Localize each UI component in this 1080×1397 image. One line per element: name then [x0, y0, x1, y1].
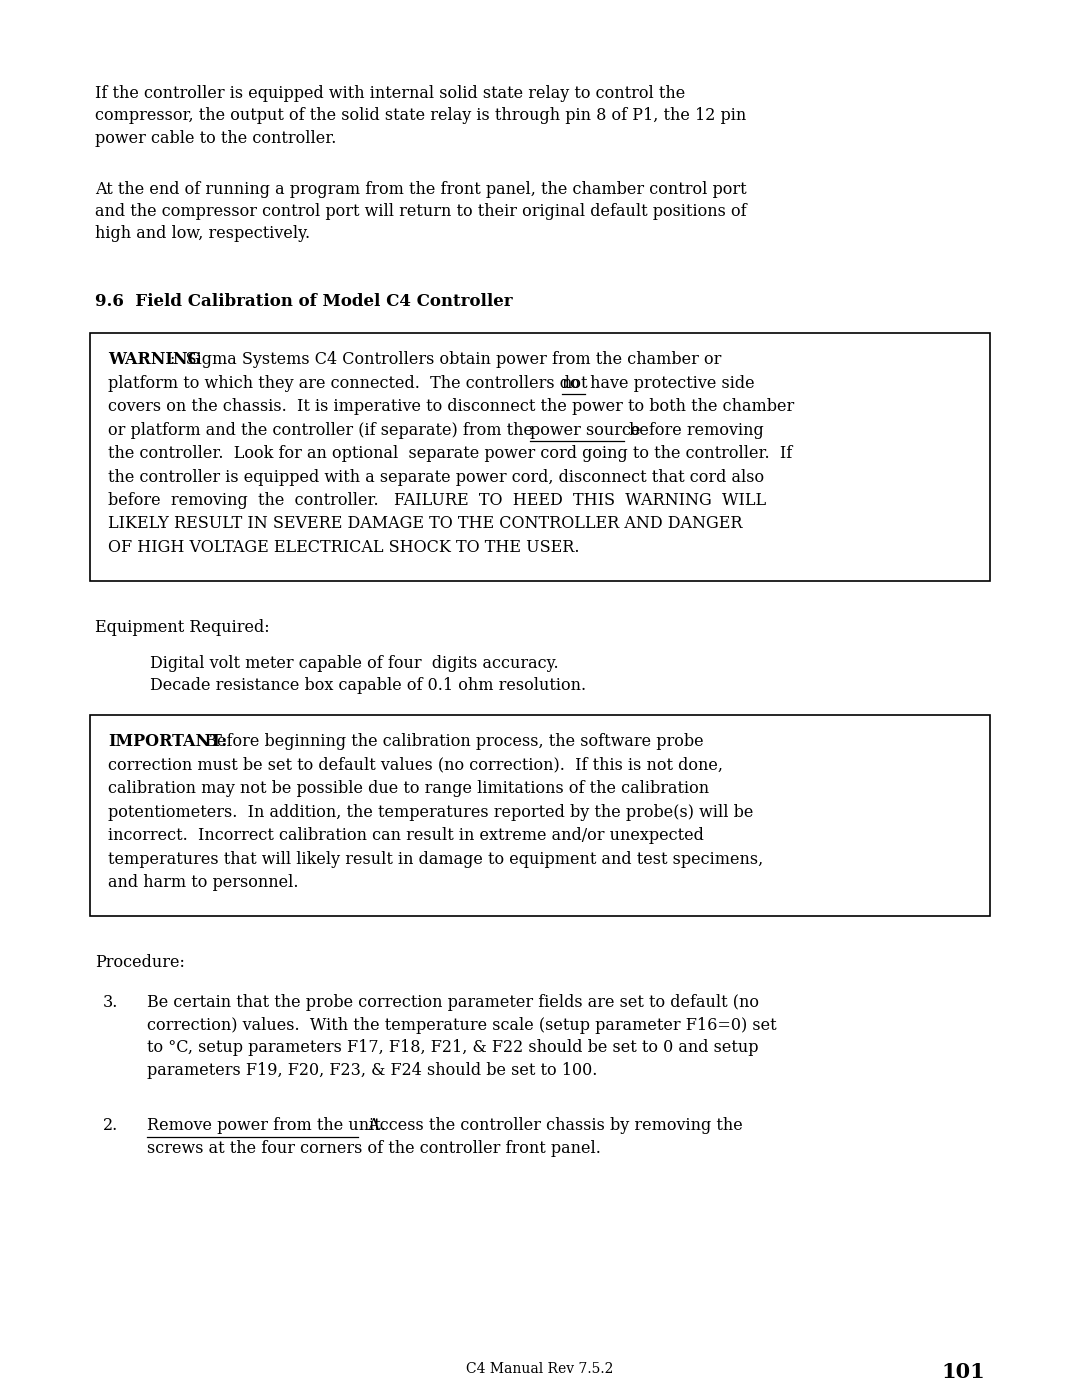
Text: 2.: 2.: [103, 1118, 118, 1134]
Text: and harm to personnel.: and harm to personnel.: [108, 875, 298, 891]
Text: compressor, the output of the solid state relay is through pin 8 of P1, the 12 p: compressor, the output of the solid stat…: [95, 108, 746, 124]
Text: 9.6  Field Calibration of Model C4 Controller: 9.6 Field Calibration of Model C4 Contro…: [95, 293, 513, 310]
Text: :  Sigma Systems C4 Controllers obtain power from the chamber or: : Sigma Systems C4 Controllers obtain po…: [170, 351, 721, 367]
Text: If the controller is equipped with internal solid state relay to control the: If the controller is equipped with inter…: [95, 85, 685, 102]
Text: and the compressor control port will return to their original default positions : and the compressor control port will ret…: [95, 203, 746, 219]
Text: Before beginning the calibration process, the software probe: Before beginning the calibration process…: [194, 733, 703, 750]
Text: temperatures that will likely result in damage to equipment and test specimens,: temperatures that will likely result in …: [108, 851, 764, 868]
Text: C4 Manual Rev 7.5.2: C4 Manual Rev 7.5.2: [467, 1362, 613, 1376]
Text: Digital volt meter capable of four  digits accuracy.: Digital volt meter capable of four digit…: [150, 655, 558, 672]
Text: high and low, respectively.: high and low, respectively.: [95, 225, 310, 243]
Text: WARNING: WARNING: [108, 351, 201, 367]
Text: Decade resistance box capable of 0.1 ohm resolution.: Decade resistance box capable of 0.1 ohm…: [150, 678, 586, 694]
Text: Equipment Required:: Equipment Required:: [95, 619, 270, 636]
Text: the controller.  Look for an optional  separate power cord going to the controll: the controller. Look for an optional sep…: [108, 446, 793, 462]
Text: before removing: before removing: [624, 422, 764, 439]
Text: Procedure:: Procedure:: [95, 954, 185, 971]
Text: before  removing  the  controller.   FAILURE  TO  HEED  THIS  WARNING  WILL: before removing the controller. FAILURE …: [108, 492, 766, 509]
Text: to °C, setup parameters F17, F18, F21, & F22 should be set to 0 and setup: to °C, setup parameters F17, F18, F21, &…: [147, 1039, 758, 1056]
Bar: [90, 332, 990, 581]
Text: incorrect.  Incorrect calibration can result in extreme and/or unexpected: incorrect. Incorrect calibration can res…: [108, 827, 704, 844]
Text: Be certain that the probe correction parameter fields are set to default (no: Be certain that the probe correction par…: [147, 993, 759, 1011]
Bar: [90, 715, 990, 916]
Text: parameters F19, F20, F23, & F24 should be set to 100.: parameters F19, F20, F23, & F24 should b…: [147, 1062, 597, 1080]
Text: covers on the chassis.  It is imperative to disconnect the power to both the cha: covers on the chassis. It is imperative …: [108, 398, 794, 415]
Text: Access the controller chassis by removing the: Access the controller chassis by removin…: [359, 1118, 743, 1134]
Text: Remove power from the unit.: Remove power from the unit.: [147, 1118, 386, 1134]
Text: screws at the four corners of the controller front panel.: screws at the four corners of the contro…: [147, 1140, 600, 1157]
Text: potentiometers.  In addition, the temperatures reported by the probe(s) will be: potentiometers. In addition, the tempera…: [108, 803, 754, 821]
Text: correction) values.  With the temperature scale (setup parameter F16=0) set: correction) values. With the temperature…: [147, 1017, 777, 1034]
Text: IMPORTANT:: IMPORTANT:: [108, 733, 227, 750]
Text: calibration may not be possible due to range limitations of the calibration: calibration may not be possible due to r…: [108, 781, 710, 798]
Text: power cable to the controller.: power cable to the controller.: [95, 130, 336, 147]
Text: the controller is equipped with a separate power cord, disconnect that cord also: the controller is equipped with a separa…: [108, 468, 765, 486]
Text: correction must be set to default values (no correction).  If this is not done,: correction must be set to default values…: [108, 757, 723, 774]
Text: not: not: [562, 374, 588, 391]
Text: or platform and the controller (if separate) from the: or platform and the controller (if separ…: [108, 422, 538, 439]
Text: OF HIGH VOLTAGE ELECTRICAL SHOCK TO THE USER.: OF HIGH VOLTAGE ELECTRICAL SHOCK TO THE …: [108, 539, 580, 556]
Text: platform to which they are connected.  The controllers do: platform to which they are connected. Th…: [108, 374, 584, 391]
Text: have protective side: have protective side: [585, 374, 755, 391]
Text: 3.: 3.: [103, 993, 119, 1011]
Text: 101: 101: [942, 1362, 985, 1382]
Text: At the end of running a program from the front panel, the chamber control port: At the end of running a program from the…: [95, 180, 746, 197]
Text: power source: power source: [530, 422, 640, 439]
Text: LIKELY RESULT IN SEVERE DAMAGE TO THE CONTROLLER AND DANGER: LIKELY RESULT IN SEVERE DAMAGE TO THE CO…: [108, 515, 743, 532]
